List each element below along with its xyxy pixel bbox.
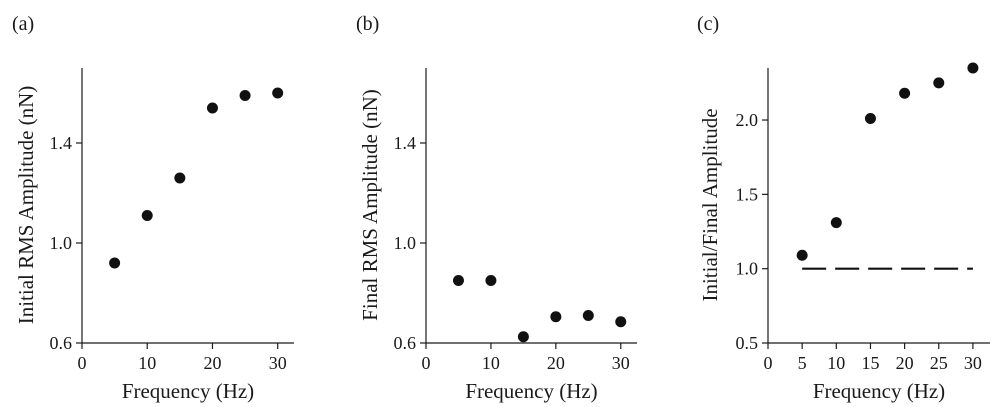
x-tick-label: 10 <box>138 353 156 373</box>
panel-label: (a) <box>12 13 34 35</box>
y-axis-title: Initial RMS Amplitude (nN) <box>14 86 38 325</box>
x-axis-title: Frequency (Hz) <box>122 379 254 403</box>
data-point <box>582 310 594 321</box>
x-tick-label: 30 <box>269 353 287 373</box>
y-tick-label: 0.5 <box>736 333 759 353</box>
y-tick-label: 2.0 <box>736 110 759 130</box>
data-point <box>174 172 186 184</box>
y-tick-label: 1.4 <box>50 133 73 153</box>
data-point <box>272 87 284 99</box>
y-tick-label: 1.0 <box>394 233 417 253</box>
x-tick-label: 15 <box>861 353 879 373</box>
panel-label: (c) <box>697 13 719 35</box>
data-point <box>109 257 121 269</box>
y-tick-label: 1.5 <box>736 184 759 204</box>
y-tick-label: 0.6 <box>394 333 417 353</box>
data-point <box>206 102 218 114</box>
chart-panel-2: (b) 0 10 20 30 0.6 1.0 1.4 Frequency (Hz) Final R… <box>356 13 637 403</box>
y-tick-label: 1.0 <box>50 233 73 253</box>
x-tick-label: 20 <box>203 353 221 373</box>
data-point <box>141 210 153 221</box>
chart-panel-1: (a) 0 10 20 30 0.6 1.0 1.4 Frequency (Hz) Initial… <box>12 13 294 403</box>
x-tick-label: 10 <box>827 353 845 373</box>
data-point <box>864 113 876 125</box>
panel-label: (b) <box>356 13 379 35</box>
data-point <box>485 275 497 286</box>
x-tick-label: 10 <box>482 353 500 373</box>
y-tick-label: 1.0 <box>736 259 759 279</box>
x-tick-label: 0 <box>78 353 87 373</box>
x-tick-label: 25 <box>930 353 948 373</box>
x-tick-label: 20 <box>896 353 914 373</box>
x-tick-label: 20 <box>547 353 565 373</box>
x-axis-title: Frequency (Hz) <box>813 379 945 403</box>
x-tick-label: 0 <box>764 353 773 373</box>
data-point <box>239 90 251 101</box>
data-point <box>967 62 979 74</box>
x-tick-label: 5 <box>798 353 807 373</box>
x-axis-title: Frequency (Hz) <box>465 379 597 403</box>
y-tick-label: 1.4 <box>394 133 417 153</box>
data-point <box>452 275 464 286</box>
chart-panel-3: (c) 0 5 10 15 20 25 30 0.5 1.0 1.5 2.0 Frequency (Hz… <box>697 13 990 403</box>
data-point <box>899 87 911 99</box>
data-point <box>796 249 808 261</box>
x-tick-label: 30 <box>612 353 630 373</box>
y-axis-title: Initial/Final Amplitude <box>698 108 722 301</box>
data-point <box>933 77 945 89</box>
data-point <box>550 311 562 323</box>
data-point <box>615 316 627 328</box>
y-axis-title: Final RMS Amplitude (nN) <box>358 89 382 321</box>
y-tick-label: 0.6 <box>50 333 73 353</box>
data-point <box>517 331 529 343</box>
x-tick-label: 30 <box>964 353 982 373</box>
x-tick-label: 0 <box>422 353 431 373</box>
data-point <box>830 217 842 229</box>
